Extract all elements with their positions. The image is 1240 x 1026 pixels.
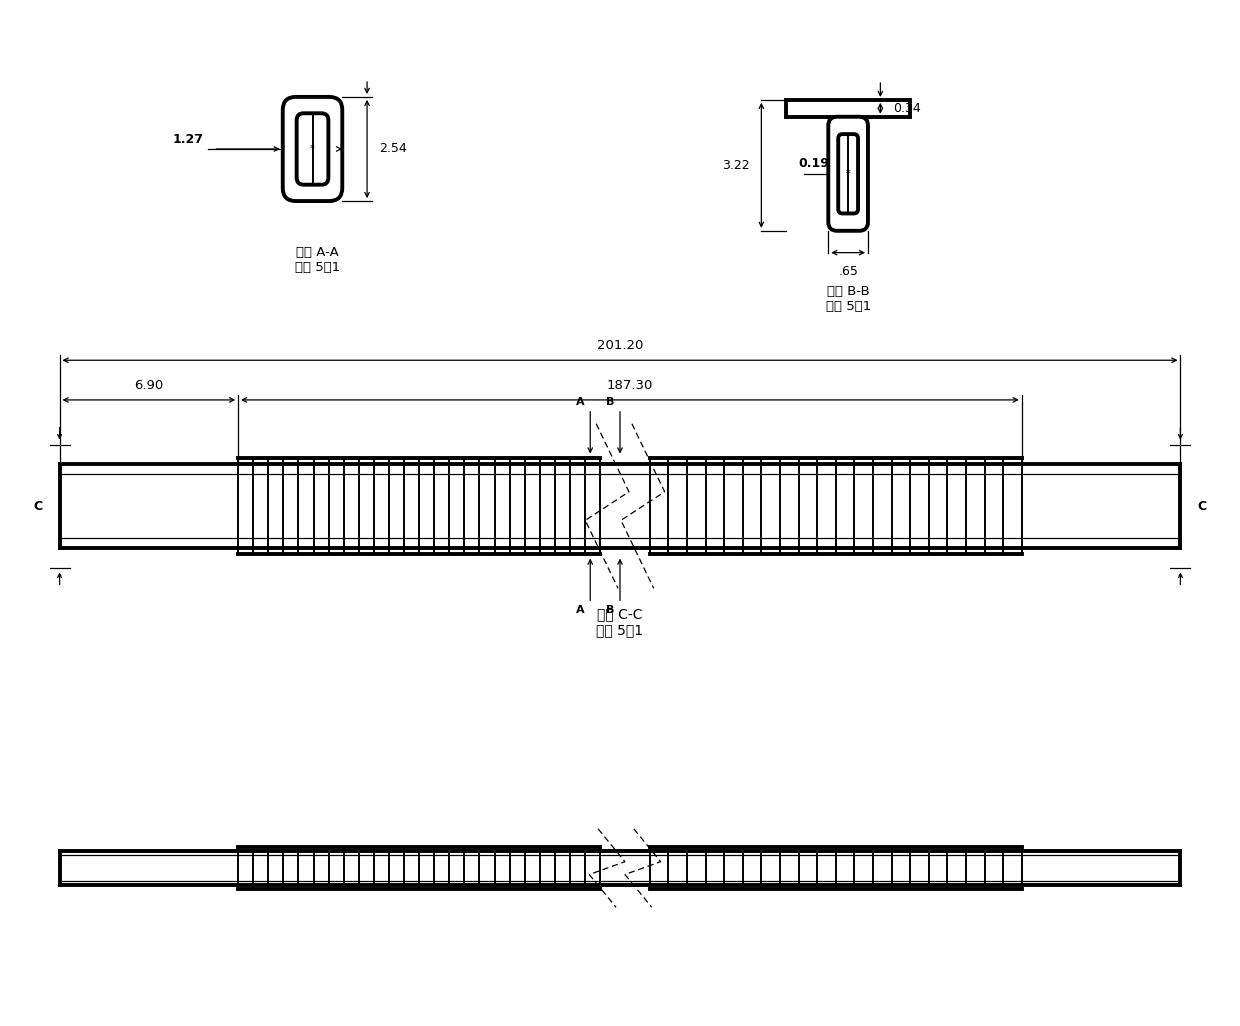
Text: 0.34: 0.34: [893, 102, 921, 115]
Text: 2.54: 2.54: [379, 143, 407, 156]
Text: 剖面 A-A
比例 5：1: 剖面 A-A 比例 5：1: [295, 245, 340, 274]
Text: 0.19: 0.19: [799, 157, 828, 170]
Text: 201.20: 201.20: [596, 340, 644, 352]
Text: *: *: [310, 144, 315, 154]
Text: .65: .65: [838, 265, 858, 278]
Text: B: B: [606, 605, 614, 616]
FancyBboxPatch shape: [283, 96, 342, 201]
Text: 剖面 B-B
比例 5：1: 剖面 B-B 比例 5：1: [826, 285, 870, 313]
Text: C: C: [33, 500, 42, 513]
FancyBboxPatch shape: [786, 100, 910, 117]
Text: A: A: [577, 397, 584, 407]
Text: A: A: [577, 605, 584, 616]
Text: 187.30: 187.30: [606, 379, 653, 392]
FancyBboxPatch shape: [838, 134, 858, 213]
Text: *: *: [846, 169, 851, 179]
Text: 3.22: 3.22: [722, 159, 749, 171]
Text: 1.27: 1.27: [172, 133, 203, 146]
FancyBboxPatch shape: [828, 117, 868, 231]
FancyBboxPatch shape: [296, 113, 329, 185]
Text: B: B: [606, 397, 614, 407]
Text: 6.90: 6.90: [134, 379, 164, 392]
Text: C: C: [1198, 500, 1207, 513]
Text: 剖面 C-C
比例 5：1: 剖面 C-C 比例 5：1: [596, 607, 644, 637]
